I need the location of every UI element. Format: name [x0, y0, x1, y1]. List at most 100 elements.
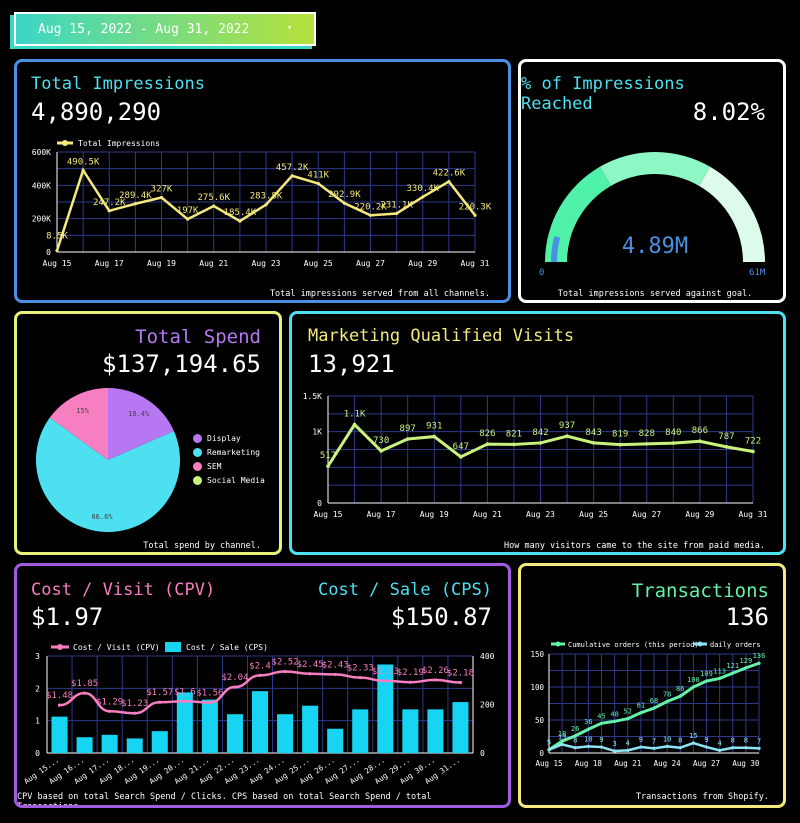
y-left-tick-label: 1: [35, 717, 40, 726]
impressions-data-label: 330.4K: [406, 184, 439, 194]
mqv-point: [538, 441, 543, 445]
impressions-point: [421, 195, 425, 199]
daily-data-label: 10: [663, 735, 671, 743]
cost-caption: CPV based on total Search Spend / Clicks…: [17, 792, 432, 808]
impressions-data-label: 422.6K: [433, 169, 466, 179]
mqv-point: [485, 442, 490, 446]
pie-slice: [35, 417, 181, 532]
x-tick-label: Aug 15: [535, 759, 562, 768]
cps-bar: [377, 664, 394, 753]
x-tick-label: Aug 29: [408, 259, 437, 268]
cumulative-point: [665, 699, 669, 704]
cumulative-point: [718, 676, 722, 681]
impressions-point: [186, 217, 190, 221]
mqv-data-label: 517: [320, 451, 336, 461]
mqv-point: [591, 441, 596, 445]
transactions-value: 136: [725, 603, 769, 631]
impressions-panel: Total Impressions 4,890,290 0 200K 400K 600…: [14, 59, 511, 303]
date-range-picker[interactable]: Aug 15, 2022 - Aug 31, 2022 ▾: [14, 12, 316, 46]
cps-bar: [452, 702, 469, 753]
cumulative-point: [744, 666, 748, 670]
mqv-caption: How many visitors came to the site from …: [504, 541, 765, 551]
gauge-max-label: 61M: [749, 268, 766, 278]
daily-data-label: 4: [626, 739, 630, 747]
legend-marker-icon: [697, 641, 703, 647]
cpv-data-label: $2.04: [221, 673, 248, 683]
chevron-down-icon: ▾: [287, 23, 292, 32]
daily-point: [560, 742, 564, 747]
mqv-title: Marketing Qualified Visits: [308, 326, 575, 346]
pie-slice-label: 15%: [76, 407, 89, 415]
daily-point: [665, 744, 669, 748]
spend-panel: Total Spend $137,194.65 18.4% 66.6% 15% Di…: [14, 311, 282, 555]
daily-data-label: 8: [678, 737, 682, 745]
spend-title: Total Spend: [135, 326, 261, 348]
cumulative-point: [599, 721, 604, 725]
legend-display: Display: [193, 434, 241, 443]
legend-social-media: Social Media: [193, 476, 265, 485]
gauge-band-mid: [599, 152, 711, 186]
impressions-data-label: 231.1K: [380, 200, 413, 210]
cpv-data-label: $1.56: [196, 689, 223, 699]
cpv-data-label: $1.85: [71, 679, 98, 689]
impressions-point: [473, 213, 477, 217]
cpv-data-label: $2.52: [272, 658, 299, 668]
cpv-point: [208, 700, 212, 705]
gauge-band-high: [699, 166, 765, 262]
daily-point: [744, 746, 748, 750]
legend-daily-label: daily orders: [710, 641, 761, 649]
spend-caption: Total spend by channel.: [143, 541, 261, 551]
cpv-point: [333, 672, 337, 677]
cpv-data-label: $2.4: [249, 661, 271, 671]
cumulative-data-label: 45: [597, 712, 605, 720]
cpv-title: Cost / Visit (CPV): [31, 580, 216, 600]
legend-marker-icon: [62, 140, 68, 146]
reached-panel: % of Impressions Reached 8.02% 4.89M 0 6…: [518, 59, 786, 303]
impressions-point: [290, 174, 294, 178]
mqv-data-label: 722: [745, 436, 761, 446]
legend-remarketing: Remarketing: [193, 448, 260, 457]
impressions-data-label: 283.8K: [250, 192, 283, 202]
cpv-point: [408, 680, 412, 684]
mqv-point: [751, 449, 755, 454]
impressions-point: [447, 179, 451, 184]
impressions-data-label: 289.4K: [119, 191, 152, 201]
cps-bar: [51, 716, 68, 753]
impressions-title: Total Impressions: [31, 74, 205, 94]
mqv-data-label: 821: [506, 429, 522, 439]
legend-cpv-label: Cost / Visit (CPV): [73, 643, 160, 652]
daily-data-label: 7: [652, 737, 656, 745]
x-tick-label: Aug 18: [575, 759, 603, 768]
cps-bar: [126, 738, 143, 753]
mqv-data-label: 1.1K: [344, 410, 366, 420]
cps-bar: [101, 734, 118, 753]
cumulative-data-label: 113: [713, 667, 726, 675]
impressions-caption: Total impressions served from all channe…: [269, 289, 490, 299]
cumulative-point: [613, 719, 617, 723]
daily-point: [757, 746, 761, 750]
cps-bar: [76, 737, 93, 753]
cpv-data-label: $1.23: [121, 699, 148, 709]
y-tick-label: 0: [317, 499, 322, 508]
y-tick-label: 0: [46, 248, 51, 257]
daily-point: [599, 745, 604, 749]
daily-data-label: 8: [731, 737, 735, 745]
cps-value: $150.87: [390, 603, 492, 631]
y-tick-label: 600K: [32, 148, 51, 157]
x-tick-label: Aug 27: [632, 510, 661, 519]
impressions-data-label: 247.2K: [93, 198, 126, 208]
cumulative-data-label: 129: [740, 657, 753, 665]
daily-data-label: 4: [718, 739, 722, 747]
cpv-point: [383, 679, 387, 683]
gauge-center-value: 4.89M: [621, 234, 689, 259]
mqv-point: [671, 441, 676, 445]
impressions-line-chart: 0 200K 400K 600K Aug 15 Aug 17 Aug 19 Aug 21 Aug…: [32, 139, 492, 268]
y-tick-label: 150: [530, 650, 544, 659]
impressions-data-label: 292.9K: [328, 190, 361, 200]
x-tick-label: Aug 25: [304, 259, 333, 268]
mqv-point: [352, 422, 357, 427]
y-right-tick-label: 200: [480, 701, 495, 710]
y-left-tick-label: 3: [35, 652, 40, 661]
spend-value: $137,194.65: [102, 350, 261, 378]
cpv-point: [108, 709, 112, 713]
